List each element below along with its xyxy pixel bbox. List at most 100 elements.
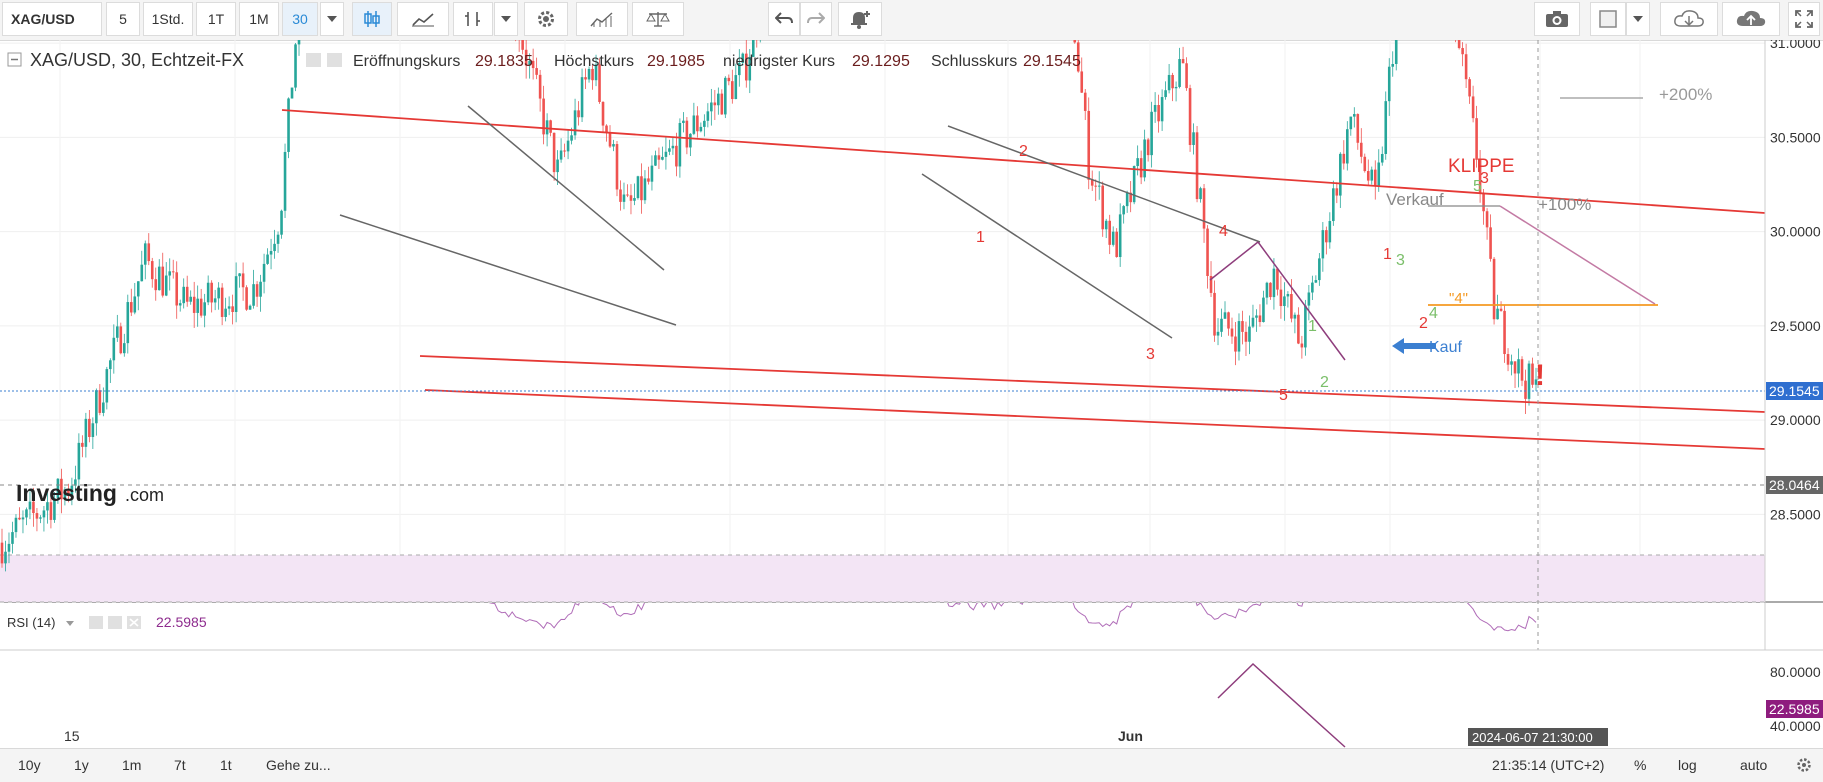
goto-button[interactable]: Gehe zu... [266,757,331,773]
chart-type-dropdown-icon[interactable] [494,2,518,36]
candle-body [1499,308,1503,311]
range-1y-button[interactable]: 1y [74,757,89,773]
candle [290,87,294,99]
interval-5-button[interactable]: 5 [106,2,140,36]
candle-body [1080,71,1084,93]
dropdown-arrow-icon[interactable] [1626,2,1650,36]
candle-body [1387,66,1391,102]
alert-bell-icon[interactable] [838,2,882,36]
undo-icon[interactable] [768,2,800,36]
candle [241,262,245,301]
candle [1234,322,1237,366]
range-1t-button[interactable]: 1t [220,757,232,773]
candle-body [751,40,755,57]
price-chart[interactable]: KLIPPE Verkauf +100% +200% "4" Kauf ! 1 … [0,35,1823,750]
candle [696,106,699,138]
candle-body [77,442,81,480]
candle [39,515,42,524]
redo-icon[interactable] [800,2,832,36]
candle [1111,226,1115,247]
interval-1m-button[interactable]: 1M [239,2,279,36]
candle [636,175,640,200]
settings-icon[interactable] [327,53,342,67]
candle [515,40,517,42]
candle-body [266,254,269,264]
candle [1188,84,1192,152]
candle-body [1115,231,1118,258]
cloud-download-icon[interactable] [1660,2,1718,36]
candle [28,491,32,520]
candle [88,410,91,443]
candle-body [594,64,598,81]
chart-area[interactable]: KLIPPE Verkauf +100% +200% "4" Kauf ! 1 … [0,35,1823,750]
cloud-upload-icon[interactable] [1722,2,1780,36]
range-7t-button[interactable]: 7t [174,757,186,773]
candlestick-icon[interactable] [352,2,392,36]
candle-body [741,53,745,63]
blue-arrow-icon [1392,338,1436,354]
candle-body [566,140,570,152]
candle [573,98,577,140]
exclamation-label: ! [1535,359,1545,392]
candle-body [126,302,130,344]
investing-logo: Investing .com [16,480,164,506]
candle [612,139,615,152]
candle [689,133,692,157]
interval-30-button[interactable]: 30 [282,2,318,36]
auto-toggle[interactable]: auto [1740,757,1768,773]
candle-body [720,93,724,115]
candle-body [255,284,259,297]
candle [713,89,717,121]
log-toggle[interactable]: log [1678,757,1697,773]
candle [224,297,227,322]
high-value: 29.1985 [647,53,705,70]
candle-body [1279,289,1283,307]
candle [1192,123,1195,155]
balance-icon[interactable] [632,2,684,36]
interval-1d-button[interactable]: 1T [196,2,236,36]
interval-1h-button[interactable]: 1Std. [143,2,193,36]
wave-label: 2 [1320,374,1329,391]
candle [150,257,154,288]
candle [1255,309,1258,332]
candle-body [706,111,710,121]
candle [1087,97,1091,190]
price-axis-label: 29.5000 [1770,318,1821,334]
rsi-visibility-icon[interactable] [89,616,103,629]
candle-body [1377,162,1381,186]
candle [0,528,4,568]
indicators-icon[interactable] [576,2,628,36]
gear-icon[interactable] [524,2,568,36]
rsi-settings-icon[interactable] [108,616,122,629]
candle-body [1111,231,1115,245]
candle-body [615,144,619,190]
candle-body [164,275,168,296]
dropdown-arrow-icon[interactable] [320,2,344,36]
candle-body [535,68,538,75]
range-10y-button[interactable]: 10y [18,757,41,773]
candle [276,231,280,253]
symbol-input[interactable]: XAG/USD [2,2,102,36]
candle-body [1244,331,1248,342]
bar-chart-icon[interactable] [453,2,493,36]
candle-body [1171,74,1174,89]
candle-body [112,337,116,361]
upper-red-trendline [281,109,1765,214]
range-1m-button[interactable]: 1m [122,757,142,773]
purple-line [1209,241,1259,281]
candle [706,103,710,128]
gear-icon[interactable] [1790,755,1818,778]
rsi-dropdown-icon[interactable] [66,621,74,626]
square-icon[interactable] [1590,2,1626,36]
candle-body [14,517,18,533]
candle [123,333,126,357]
visibility-icon[interactable] [306,53,321,67]
percent-toggle[interactable]: % [1634,757,1647,773]
candle [1531,357,1534,388]
candle-body [224,308,227,317]
camera-icon[interactable] [1534,2,1580,36]
fullscreen-icon[interactable] [1788,2,1820,36]
low-label: niedrigster Kurs [723,53,835,70]
line-chart-icon[interactable] [397,2,449,36]
candle-body [1339,153,1342,196]
